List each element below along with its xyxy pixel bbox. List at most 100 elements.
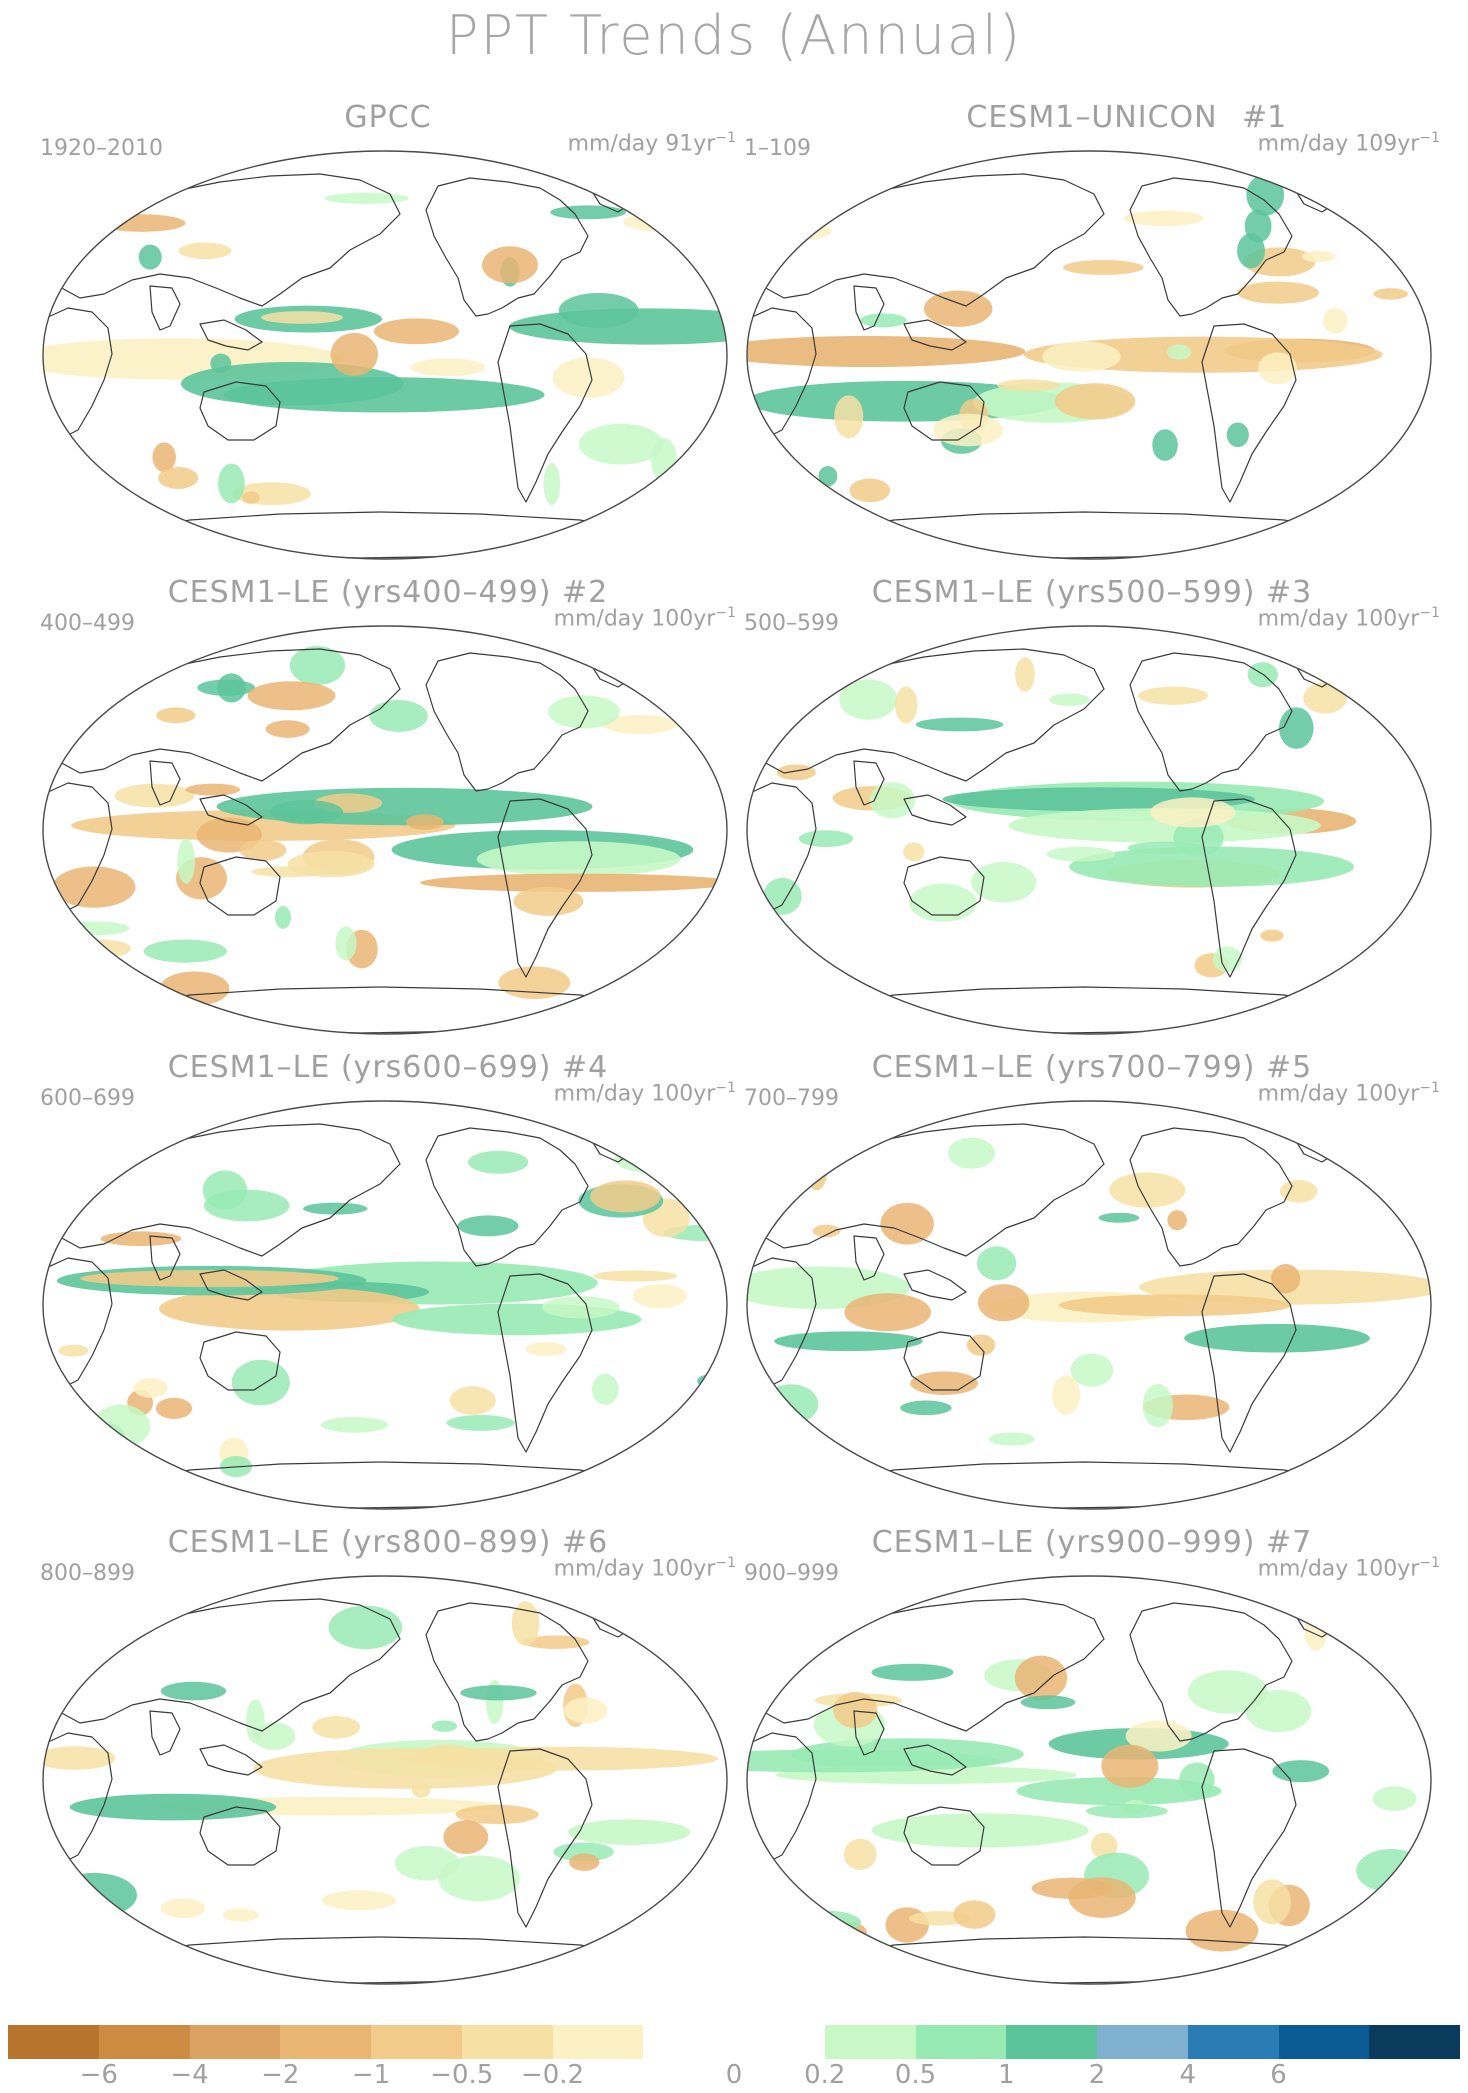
trend-blob [1179, 1762, 1215, 1798]
trend-blob [1301, 250, 1336, 263]
coastline [753, 1123, 1105, 1257]
panel-title: GPCC [344, 100, 432, 135]
trend-blob [446, 1415, 515, 1431]
trend-blob [1101, 1744, 1159, 1788]
coastline [1129, 652, 1293, 792]
colorbar-tick-label: −4 [170, 2060, 209, 2090]
map-border [42, 1575, 728, 1985]
trend-blob [871, 1663, 954, 1681]
coastline [853, 760, 885, 806]
coastline [853, 285, 885, 331]
trend-blob [839, 679, 898, 720]
colorbar-segment [98, 2025, 190, 2059]
panel-units: mm/day 91yr−1 [568, 130, 736, 156]
trend-blob [155, 1397, 193, 1419]
trend-band [1008, 808, 1321, 843]
colorbar-segment [1369, 2025, 1460, 2059]
panel-units-text: mm/day 100yr [553, 606, 716, 632]
map-border [746, 150, 1432, 560]
trend-blob [252, 1722, 296, 1751]
trend-blob [1142, 1383, 1174, 1428]
trend-blob [61, 921, 130, 936]
world-map [746, 625, 1432, 1035]
trend-blob [568, 1853, 600, 1871]
panel-period: 1–109 [744, 136, 811, 161]
coastline [149, 1235, 181, 1281]
coastline [497, 1273, 593, 1453]
trend-blob [1062, 260, 1144, 275]
trend-blob [1138, 686, 1209, 705]
colorbar-segment [189, 2025, 281, 2059]
trend-band [159, 1286, 420, 1331]
coastline [827, 511, 1355, 559]
trend-blob [1109, 1172, 1186, 1208]
coastline [425, 1602, 589, 1742]
trend-blob [632, 1284, 687, 1309]
trend-blob [1125, 1720, 1192, 1752]
trend-blob [511, 1601, 540, 1646]
trend-blob [269, 799, 344, 825]
colorbar-segment [643, 2025, 734, 2059]
colorbar-segment [8, 2025, 99, 2059]
trend-blob [1166, 344, 1192, 360]
coastline [827, 1936, 1355, 1984]
coastline [199, 1744, 263, 1776]
panel-units: mm/day 100yr−1 [1258, 1555, 1440, 1581]
trend-blob [903, 842, 925, 862]
coastline [903, 1806, 985, 1866]
trend-blob [953, 1900, 996, 1929]
trend-blob [320, 1416, 389, 1433]
coastline [425, 1127, 589, 1267]
trend-band [774, 1331, 923, 1352]
panel-period: 400–499 [40, 611, 135, 636]
coastline [1129, 1127, 1293, 1267]
coastline [903, 319, 967, 351]
coastline [123, 1461, 651, 1509]
panel-title: CESM1–LE (yrs900–999) #7 [871, 1525, 1313, 1560]
trend-blob [373, 318, 460, 345]
panel-units-text: mm/day 100yr [1257, 1556, 1420, 1582]
world-map [42, 150, 728, 560]
coastline [1201, 1748, 1297, 1928]
trend-blob [431, 1720, 458, 1732]
trend-blob [805, 1150, 828, 1191]
trend-blob [869, 782, 916, 819]
trend-blob [1185, 1909, 1259, 1952]
trend-blob [330, 332, 378, 376]
trend-blob [1272, 1760, 1330, 1783]
trend-blob [133, 1377, 168, 1398]
trend-blob [1070, 1353, 1114, 1387]
trend-blob [289, 646, 346, 686]
trend-blob [312, 1715, 361, 1739]
colorbar-segment [1187, 2025, 1279, 2059]
map-panel: CESM1–LE (yrs400–499) #2 400–499 mm/day 10… [38, 575, 738, 1035]
world-map [42, 1575, 728, 1985]
trend-blob [1090, 1832, 1118, 1860]
trend-band [747, 1749, 999, 1773]
trend-band [216, 787, 593, 826]
trend-blob [915, 717, 1004, 732]
trend-blob [833, 1691, 878, 1729]
trend-blob [1014, 1655, 1068, 1701]
trend-blob [1279, 1179, 1318, 1203]
trend-blob [623, 212, 710, 232]
colorbar-segment [552, 2025, 644, 2059]
coastline [199, 1806, 281, 1866]
map-panel: CESM1–LE (yrs900–999) #7 900–999 mm/day 10… [742, 1525, 1442, 1985]
trend-blob [602, 714, 678, 735]
coastline [753, 1598, 1105, 1732]
trend-blob [988, 1432, 1035, 1446]
trend-blob [977, 1284, 1030, 1322]
trend-blob [1049, 693, 1090, 706]
trend-blob [614, 1144, 703, 1174]
map-border [42, 1100, 728, 1510]
trend-blob [895, 686, 918, 724]
trend-blob [947, 1137, 996, 1169]
panel-title: CESM1–LE (yrs500–599) #3 [871, 575, 1313, 610]
trend-band [567, 1819, 691, 1845]
coastline [149, 760, 181, 806]
trend-band [80, 1269, 339, 1288]
trend-blob [651, 437, 678, 483]
coastline [747, 307, 817, 439]
trend-blob [156, 707, 196, 724]
